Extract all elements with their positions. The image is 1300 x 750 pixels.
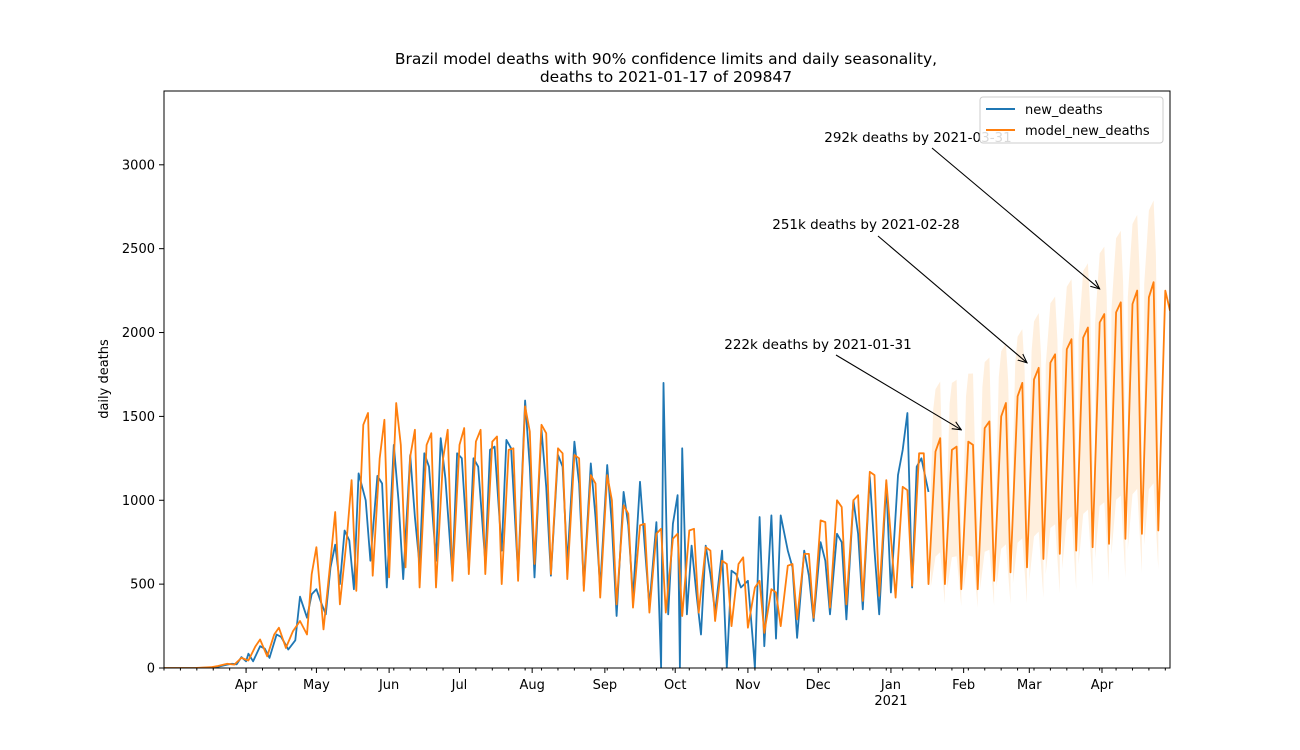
annotation-arrow bbox=[931, 147, 1100, 289]
y-tick-label: 1000 bbox=[122, 494, 155, 509]
y-axis-label: daily deaths bbox=[97, 339, 112, 419]
x-tick-label: Apr bbox=[235, 678, 258, 693]
series-lines bbox=[164, 281, 1170, 668]
x-tick-label: Jul bbox=[451, 678, 468, 693]
y-tick-label: 2000 bbox=[122, 326, 155, 341]
x-tick-label: Aug bbox=[519, 678, 544, 693]
x-tick-label: Jan bbox=[880, 678, 901, 693]
confidence-band-segment bbox=[930, 381, 945, 604]
y-axis-ticks: 0 500 1000 1500 2000 2500 3000 bbox=[122, 158, 164, 677]
x-tick-label: Mar bbox=[1017, 678, 1042, 693]
x-tick-label: Dec bbox=[806, 678, 831, 693]
annotation-label: 222k deaths by 2021-01-31 bbox=[724, 337, 912, 353]
y-tick-label: 2500 bbox=[122, 242, 155, 257]
plot-frame bbox=[163, 90, 1171, 669]
annotation-arrow bbox=[877, 235, 1027, 363]
confidence-band-segment bbox=[980, 357, 995, 606]
confidence-band-segment bbox=[1144, 200, 1159, 570]
confidence-band-segment bbox=[963, 373, 978, 608]
y-tick-label: 1500 bbox=[122, 410, 155, 425]
chart-title-line2: deaths to 2021-01-17 of 209847 bbox=[540, 68, 792, 86]
series-line-new-deaths bbox=[164, 382, 930, 668]
x-year-label: 2021 bbox=[874, 694, 907, 709]
annotations: 292k deaths by 2021-03-31 251k deaths by … bbox=[724, 130, 1099, 430]
annotation-label: 251k deaths by 2021-02-28 bbox=[772, 217, 960, 233]
annotation-label: 292k deaths by 2021-03-31 bbox=[824, 130, 1012, 146]
x-tick-label: Apr bbox=[1091, 678, 1114, 693]
legend-label-new-deaths: new_deaths bbox=[1025, 103, 1103, 118]
annotation-arrow bbox=[835, 354, 961, 430]
y-tick-label: 3000 bbox=[122, 158, 155, 173]
legend-box bbox=[979, 96, 1164, 144]
x-axis-ticks: Apr May Jun Jul Aug Sep Oct Nov Dec Jan Feb Mar Apr 2… bbox=[163, 668, 1166, 709]
x-tick-label: Sep bbox=[593, 678, 618, 693]
legend-label-model-new-deaths: model_new_deaths bbox=[1025, 124, 1150, 139]
legend: new_deaths model_new_deaths bbox=[979, 96, 1164, 144]
y-tick-label: 0 bbox=[147, 662, 155, 677]
x-tick-label: May bbox=[303, 678, 330, 693]
y-tick-label: 500 bbox=[130, 578, 155, 593]
series-line-model-new-deaths bbox=[164, 281, 1170, 668]
x-tick-label: Feb bbox=[952, 678, 975, 693]
confidence-band-segment bbox=[1127, 214, 1142, 574]
confidence-band-segment bbox=[947, 379, 962, 607]
confidence-band-segment bbox=[996, 343, 1011, 604]
x-tick-label: Oct bbox=[664, 678, 686, 693]
chart-title-line1: Brazil model deaths with 90% confidence … bbox=[395, 50, 937, 68]
x-tick-label: Nov bbox=[735, 678, 761, 693]
x-tick-label: Jun bbox=[378, 678, 399, 693]
